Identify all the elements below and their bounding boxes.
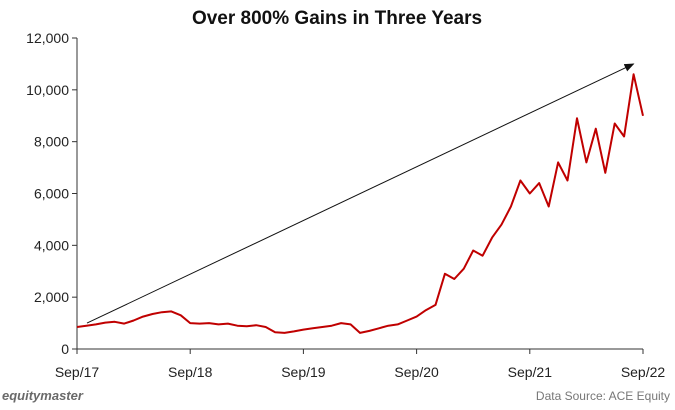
trend-arrow [86, 63, 635, 324]
y-tick-label: 8,000 [34, 134, 69, 150]
y-tick-label: 6,000 [34, 186, 69, 202]
y-tick-label: 0 [61, 341, 69, 357]
y-tick-label: 12,000 [26, 30, 69, 46]
data-source-label: Data Source: ACE Equity [536, 389, 670, 403]
x-tick-label: Sep/21 [508, 364, 553, 380]
x-tick-labels: Sep/17 Sep/18 Sep/19 Sep/20 Sep/21 Sep/22 [55, 349, 666, 380]
y-tick-labels: 0 2,000 4,000 6,000 8,000 10,000 12,000 [26, 30, 77, 357]
chart-title: Over 800% Gains in Three Years [192, 8, 482, 29]
y-tick-label: 2,000 [34, 289, 69, 305]
x-tick-label: Sep/17 [55, 364, 100, 380]
annotations [86, 63, 635, 324]
y-tick-label: 10,000 [26, 82, 69, 98]
x-tick-label: Sep/19 [281, 364, 326, 380]
x-tick-label: Sep/22 [621, 364, 666, 380]
brand-logo-text: equitymaster [2, 388, 84, 403]
x-tick-label: Sep/18 [168, 364, 213, 380]
series-line [76, 73, 644, 334]
y-tick-label: 4,000 [34, 237, 69, 253]
series-group [76, 73, 644, 334]
x-tick-label: Sep/20 [394, 364, 439, 380]
